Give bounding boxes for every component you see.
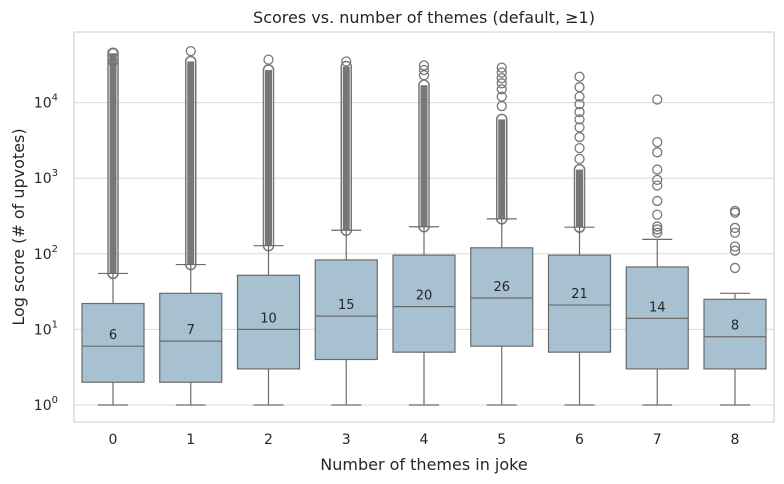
outlier-point xyxy=(729,241,741,252)
y-tick-label: 100 xyxy=(34,395,58,414)
chart-title: Scores vs. number of themes (default, ≥1… xyxy=(253,8,595,27)
box-category-5: 26 xyxy=(470,62,534,406)
x-tick-label: 4 xyxy=(420,432,429,448)
box-iqr xyxy=(236,274,301,370)
outlier-point xyxy=(652,174,663,186)
outlier-band-fill xyxy=(342,66,350,231)
box-category-1: 7 xyxy=(159,45,223,406)
outlier-point xyxy=(418,70,430,81)
outlier-band-fill xyxy=(576,169,583,228)
median-label: 14 xyxy=(649,300,666,315)
outlier-point xyxy=(652,94,663,105)
box-iqr xyxy=(470,247,534,347)
x-tick-label: 2 xyxy=(264,432,273,448)
boxes: 6 7 10 15 20 26 21 14 8 xyxy=(81,45,767,406)
x-axis-label: Number of themes in joke xyxy=(320,455,527,474)
box-iqr xyxy=(392,254,456,353)
outlier-point xyxy=(652,209,663,220)
x-tick-label: 8 xyxy=(731,432,740,448)
median-label: 8 xyxy=(731,319,739,334)
box-iqr xyxy=(159,292,223,383)
outlier-band-fill xyxy=(187,61,195,265)
outlier-point xyxy=(574,114,585,125)
outlier-point xyxy=(574,99,585,110)
box-category-3: 15 xyxy=(314,56,378,406)
outlier-band-fill xyxy=(265,69,272,246)
outlier-band-fill xyxy=(420,85,428,227)
outlier-point xyxy=(574,82,585,93)
median-label: 15 xyxy=(338,298,355,313)
outlier-point xyxy=(652,221,663,232)
outlier-band-fill xyxy=(109,53,117,274)
box-category-6: 21 xyxy=(547,71,612,406)
y-tick-label: 101 xyxy=(34,319,58,338)
y-axis-label: Log score (# of upvotes) xyxy=(9,128,28,325)
x-tick-label: 6 xyxy=(575,432,584,448)
y-tick-label: 102 xyxy=(34,244,58,263)
outlier-point xyxy=(652,195,663,207)
outlier-point xyxy=(574,153,585,165)
outlier-point xyxy=(729,262,741,274)
x-tick-labels: 0 1 2 3 4 5 6 7 8 xyxy=(109,432,740,448)
outlier-point xyxy=(107,48,119,59)
median-label: 10 xyxy=(260,311,277,326)
box-iqr xyxy=(547,254,612,353)
outlier-point xyxy=(418,64,430,76)
outlier-point xyxy=(185,45,196,57)
outlier-point xyxy=(652,136,663,148)
box-iqr xyxy=(703,298,767,370)
median-label: 20 xyxy=(416,289,433,304)
outlier-point xyxy=(496,78,507,89)
outlier-point xyxy=(418,60,430,71)
outlier-point xyxy=(107,56,119,67)
outlier-point xyxy=(729,227,741,238)
x-tick-label: 3 xyxy=(342,432,351,448)
outlier-point xyxy=(652,164,663,175)
outlier-point xyxy=(729,222,741,234)
outlier-point xyxy=(729,205,741,216)
outlier-point xyxy=(574,122,585,133)
x-tick-label: 1 xyxy=(186,432,195,448)
median-label: 21 xyxy=(571,287,588,302)
box-category-4: 20 xyxy=(392,60,456,406)
outlier-point xyxy=(574,106,585,118)
box-category-0: 6 xyxy=(81,47,145,406)
box-iqr xyxy=(314,259,378,361)
y-tick-label: 104 xyxy=(34,93,58,112)
y-tick-labels: 100 101 102 103 104 xyxy=(34,93,58,414)
outlier-point xyxy=(574,131,585,143)
outlier-point xyxy=(496,62,507,73)
plot-area-frame xyxy=(73,31,775,423)
outlier-point xyxy=(652,180,663,191)
box-category-2: 10 xyxy=(236,54,301,406)
outlier-point xyxy=(263,54,274,65)
x-tick-label: 0 xyxy=(109,432,118,448)
outlier-point xyxy=(496,73,507,84)
outlier-point xyxy=(496,91,507,102)
x-tick-label: 5 xyxy=(497,432,506,448)
y-tick-label: 103 xyxy=(34,168,58,187)
outlier-point xyxy=(496,67,507,78)
outlier-point xyxy=(341,56,352,67)
outlier-point xyxy=(574,142,585,154)
box-category-8: 8 xyxy=(703,205,767,406)
outlier-point xyxy=(729,245,741,256)
median-label: 6 xyxy=(109,328,117,343)
outlier-point xyxy=(574,71,585,82)
outlier-band-fill xyxy=(498,119,506,219)
outlier-point xyxy=(496,84,507,95)
x-tick-label: 7 xyxy=(653,432,662,448)
median-label: 26 xyxy=(493,280,510,295)
outlier-point xyxy=(652,224,663,235)
outlier-point xyxy=(652,147,663,158)
box-iqr xyxy=(81,302,145,383)
outlier-point xyxy=(652,227,663,238)
box-category-7: 14 xyxy=(625,94,689,406)
median-label: 7 xyxy=(187,323,195,338)
